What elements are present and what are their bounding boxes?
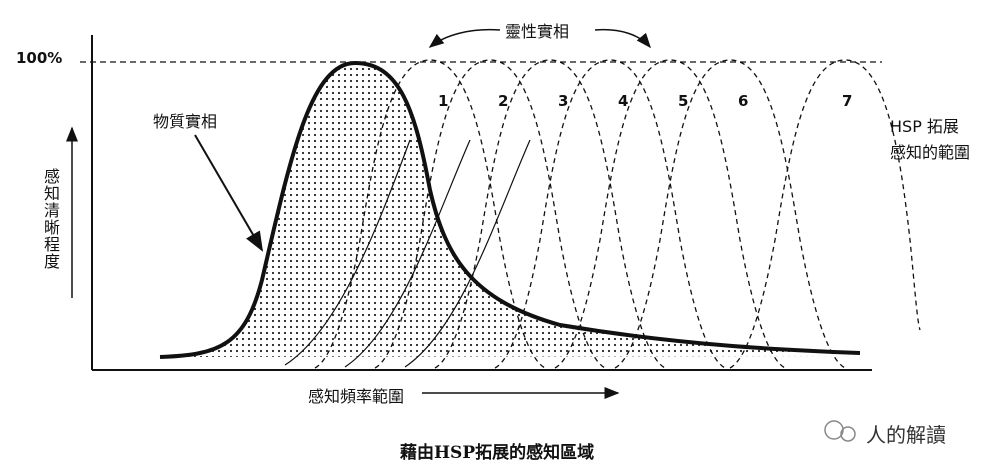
hsp-curve — [614, 59, 846, 369]
physical-area — [160, 63, 860, 357]
hsp-label: HSP 拓展 — [890, 117, 959, 136]
hsp-curve — [554, 59, 786, 369]
curve-label: 3 — [558, 92, 569, 110]
rise-curve — [344, 139, 471, 368]
hsp-label: 感知的範圍 — [890, 143, 971, 162]
curve-label: 7 — [842, 92, 853, 110]
max-label: 100% — [16, 49, 63, 67]
watermark-icon — [840, 426, 856, 442]
physical-label: 物質實相 — [153, 112, 218, 131]
curve-label: 6 — [738, 92, 749, 110]
watermark-icon — [824, 420, 844, 440]
hsp-curves — [314, 59, 921, 369]
physical-curve — [159, 60, 861, 359]
y-axis-title: 感知清晰程度 — [41, 168, 60, 270]
caption: 藉由HSP拓展的感知區域 — [400, 443, 595, 463]
spiritual-label: 靈性實相 — [505, 22, 570, 41]
arrow — [428, 28, 501, 48]
curve-label: 2 — [498, 92, 509, 110]
curve-label: 5 — [678, 92, 689, 110]
curve-label: 1 — [438, 92, 449, 110]
arrow — [194, 134, 264, 252]
rise-curve — [284, 139, 411, 366]
watermark: 人的解讀 — [866, 423, 946, 447]
hsp-curve — [729, 59, 921, 369]
rise-curve — [404, 139, 531, 368]
x-axis-title: 感知頻率範圍 — [308, 387, 405, 406]
curve-label: 4 — [618, 92, 629, 110]
arrow — [594, 28, 651, 49]
